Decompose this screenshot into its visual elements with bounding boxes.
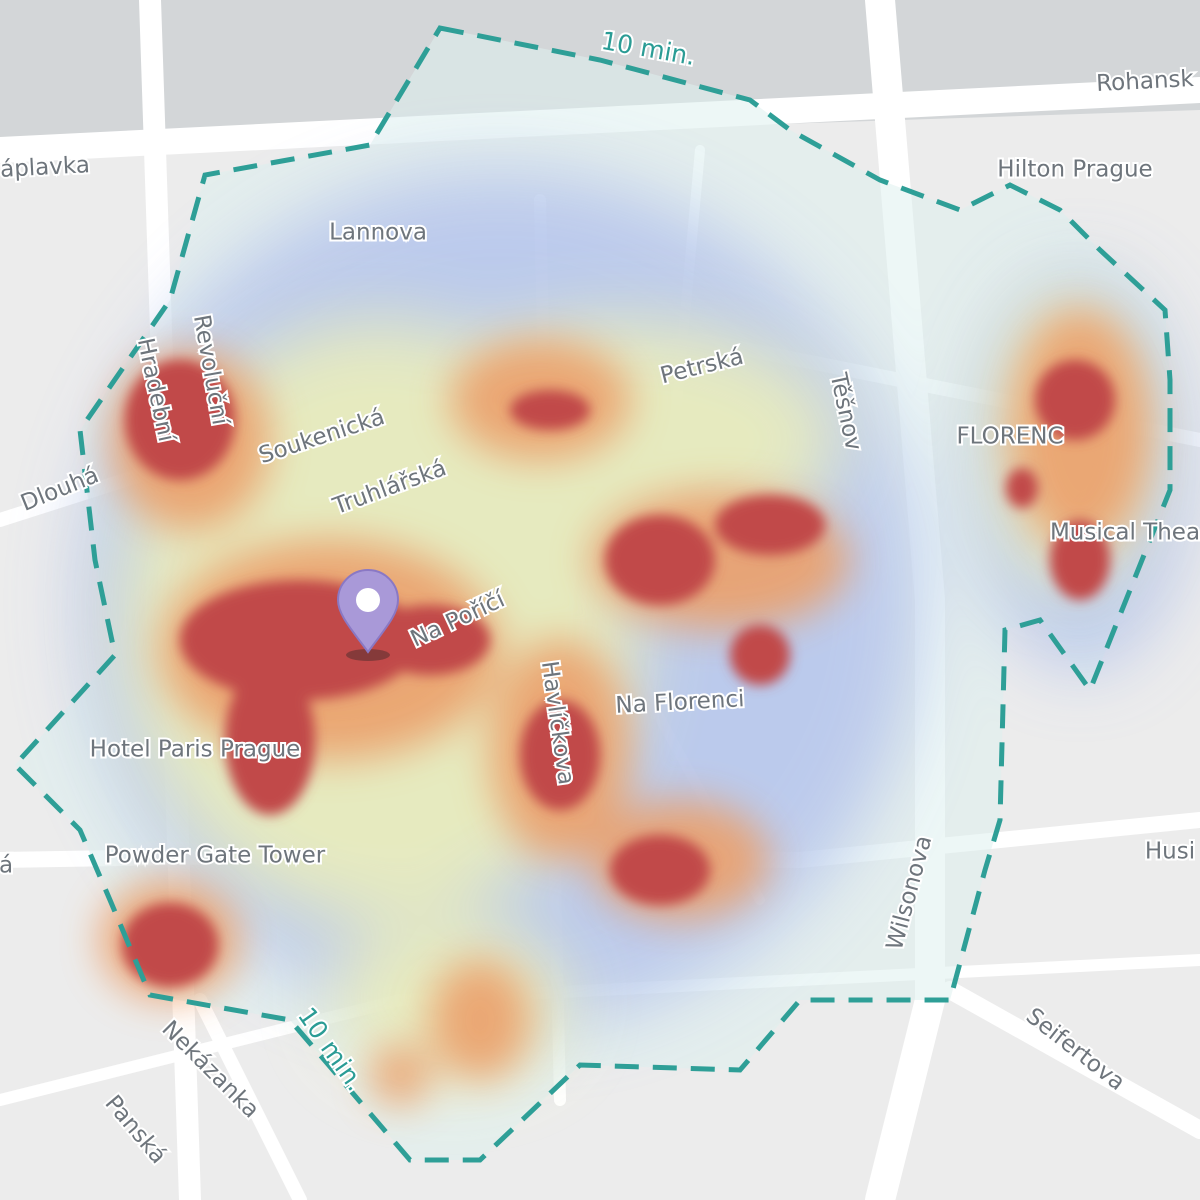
map-label: Rohansk	[1096, 66, 1195, 97]
map-label: FLORENC	[956, 424, 1063, 450]
isochrone-outline	[11, 25, 1173, 1163]
heatmap	[80, 170, 1190, 1105]
map-label: Musical Thea	[1050, 520, 1200, 546]
location-pin[interactable]	[336, 569, 400, 661]
map-label: Lannova	[329, 220, 427, 246]
map-label: Husi	[1145, 839, 1195, 865]
map-label: Hilton Prague	[997, 157, 1152, 183]
map-label: Powder Gate Tower	[105, 843, 326, 869]
map-label: á	[0, 853, 13, 879]
map-label: áplavka	[0, 152, 90, 183]
map-label: Hotel Paris Prague	[90, 737, 301, 763]
